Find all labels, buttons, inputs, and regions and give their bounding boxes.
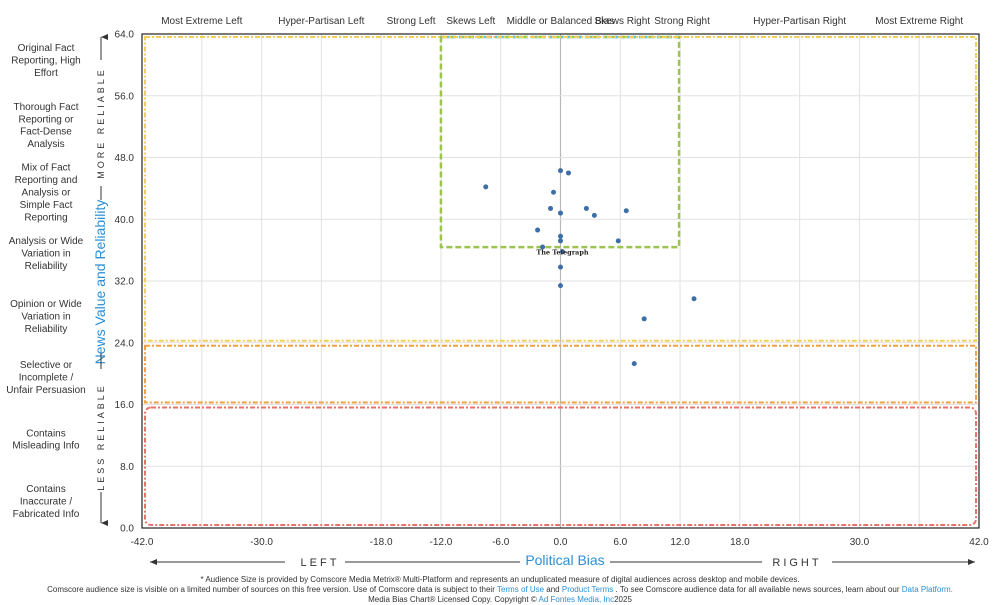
y-tick-labels: 0.0 8.0 16.0 24.0 32.0 40.0 48.0 56.0 64.0: [115, 30, 135, 535]
ad-fontes-link[interactable]: Ad Fontes Media, Inc: [538, 595, 615, 604]
y-tick-label: 8.0: [120, 462, 134, 473]
footer-note-1: * Audience Size is provided by Comscore …: [0, 575, 1000, 585]
copyright-text: Media Bias Chart® Licensed Copy. Copyrig…: [368, 595, 539, 604]
footer-note-3: Media Bias Chart® Licensed Copy. Copyrig…: [0, 595, 1000, 605]
side-category-label: Original Fact Reporting, High Effort: [11, 43, 80, 79]
x-tick-label: 30.0: [850, 537, 870, 548]
more-reliable-label: MORE RELIABLE: [96, 67, 106, 179]
top-category-label: Hyper-Partisan Right: [753, 16, 846, 27]
data-point: [641, 316, 647, 322]
top-category-label: Skews Left: [446, 16, 495, 27]
top-category-label: Most Extreme Right: [875, 16, 963, 27]
data-point: [535, 227, 541, 233]
right-direction-label: RIGHT: [772, 557, 821, 569]
left-direction-label: LEFT: [301, 557, 340, 569]
data-point: [691, 296, 697, 302]
side-category-label: Contains Misleading Info: [12, 428, 80, 451]
data-point: [558, 233, 563, 239]
data-point: [565, 170, 571, 176]
data-point: [558, 264, 563, 270]
data-point: [591, 212, 597, 218]
top-category-label: Most Extreme Left: [161, 16, 242, 27]
grid-lines: [142, 34, 979, 528]
reliability-regions: [144, 35, 977, 526]
data-point: [558, 238, 563, 244]
x-tick-label: 42.0: [969, 537, 989, 548]
data-point: [548, 205, 554, 211]
top-category-label: Strong Left: [387, 16, 436, 27]
data-platform-link[interactable]: Data Platform.: [901, 585, 953, 594]
data-point: [558, 210, 563, 216]
comscore-note-end: . To see Comscore audience data for all …: [613, 585, 902, 594]
media-bias-chart: -42.0 -30.0 -18.0 -12.0 -6.0 0.0 6.0 12.0 18.0 30…: [6, 16, 990, 569]
plot-border: [141, 33, 980, 529]
copyright-year: 2025: [614, 595, 632, 604]
top-category-label: Skews Right: [594, 16, 650, 27]
x-tick-label: -18.0: [370, 537, 393, 548]
data-point: [540, 244, 546, 250]
x-tick-label: 12.0: [670, 537, 690, 548]
top-category-label: Middle or Balanced Bias: [507, 16, 615, 27]
side-category-label: Mix of Fact Reporting and Analysis or Simpl…: [15, 163, 78, 224]
x-tick-labels: -42.0 -30.0 -18.0 -12.0 -6.0 0.0 6.0 12.0 18.0 30…: [131, 537, 990, 548]
data-point: [558, 168, 563, 174]
x-tick-label: 6.0: [613, 537, 627, 548]
telegraph-logo-label: The Telegraph: [536, 249, 589, 257]
comscore-note: Comscore audience size is visible on a l…: [47, 585, 497, 594]
region-red: [144, 406, 977, 526]
data-point: [558, 283, 563, 289]
data-point: [615, 238, 621, 244]
plot-frame: [141, 33, 980, 529]
y-tick-label: 0.0: [120, 524, 134, 535]
region-orange: [144, 344, 977, 404]
y-tick-label: 32.0: [115, 277, 135, 288]
y-tick-label: 64.0: [115, 30, 135, 41]
and-text: and: [544, 585, 562, 594]
data-point: [623, 208, 629, 214]
product-terms-link[interactable]: Product Terms: [561, 585, 614, 594]
side-category-label: Opinion or Wide Variation in Reliability: [10, 299, 82, 335]
y-tick-label: 24.0: [115, 338, 135, 349]
y-tick-label: 48.0: [115, 153, 135, 164]
side-category-label: Contains Inaccurate / Fabricated Info: [13, 484, 80, 520]
data-point: [483, 184, 489, 190]
data-points: The Telegraph: [483, 168, 697, 367]
x-tick-label: 18.0: [730, 537, 750, 548]
terms-of-use-link[interactable]: Terms of Use: [496, 585, 545, 594]
side-category-label: Thorough Fact Reporting or Fact-Dense Analy…: [13, 102, 78, 150]
x-tick-label: -30.0: [250, 537, 273, 548]
data-point: [551, 189, 557, 195]
data-point: [583, 205, 589, 211]
y-tick-label: 40.0: [115, 215, 135, 226]
top-bias-categories: Most Extreme Left Hyper-Partisan Left Stro…: [161, 16, 963, 27]
less-reliable-label: LESS RELIABLE: [96, 383, 106, 491]
x-tick-label: -12.0: [430, 537, 453, 548]
x-tick-label: 0.0: [554, 537, 568, 548]
x-tick-label: -6.0: [492, 537, 510, 548]
y-axis-title: News Value and Reliability: [92, 200, 108, 365]
side-category-label: Analysis or Wide Variation in Reliability: [9, 236, 84, 272]
data-point: [631, 361, 637, 367]
region-yellow: [144, 36, 977, 342]
audience-size-note: * Audience Size is provided by Comscore …: [200, 575, 800, 584]
x-axis-title: Political Bias: [525, 552, 604, 568]
top-category-label: Strong Right: [654, 16, 710, 27]
side-category-label: Selective or Incomplete / Unfair Persuasio…: [6, 360, 85, 396]
y-tick-label: 16.0: [115, 400, 135, 411]
footer-note-2: Comscore audience size is visible on a l…: [0, 585, 1000, 595]
y-tick-label: 56.0: [115, 91, 135, 102]
side-reliability-categories: Original Fact Reporting, High Effort Thorou…: [6, 43, 85, 520]
x-tick-label: -42.0: [131, 537, 154, 548]
data-point: [559, 249, 565, 255]
top-category-label: Hyper-Partisan Left: [278, 16, 364, 27]
